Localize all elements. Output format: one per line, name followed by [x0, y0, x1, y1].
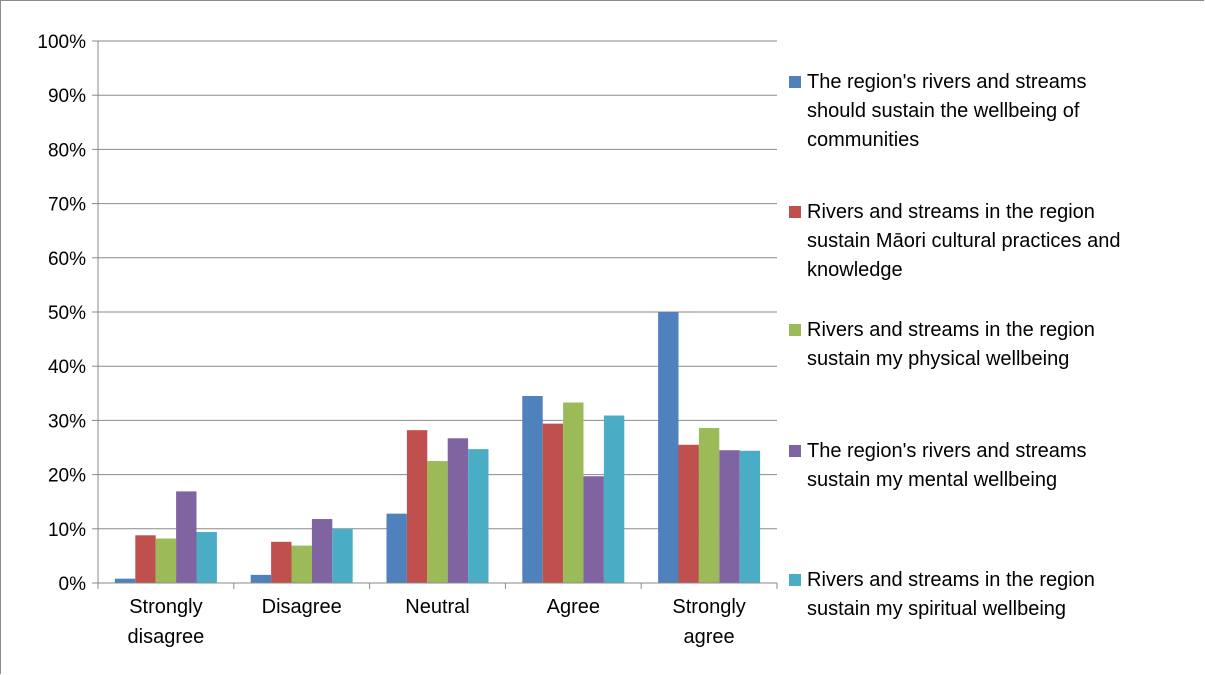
x-tick-label: Neutral — [405, 596, 469, 618]
y-tick-label: 30% — [48, 411, 86, 432]
legend-label: Rivers and streams in the region — [807, 319, 1095, 341]
bar — [678, 444, 699, 583]
bar — [311, 519, 333, 583]
bar — [658, 312, 679, 583]
legend-label: sustain my spiritual wellbeing — [807, 598, 1066, 620]
bar — [603, 415, 625, 583]
bar — [542, 423, 564, 583]
bar — [563, 402, 584, 583]
x-tick-label: agree — [684, 626, 735, 648]
legend-label: The region's rivers and streams — [807, 440, 1086, 462]
axes — [92, 40, 778, 589]
bar — [698, 427, 720, 583]
x-tick-label: Agree — [547, 596, 600, 618]
y-tick-label: 10% — [48, 520, 86, 541]
y-tick-label: 0% — [59, 574, 87, 595]
x-tick-label: disagree — [128, 626, 205, 648]
legend: The region's rivers and streams should su… — [789, 71, 1120, 620]
bar — [332, 528, 353, 583]
y-axis-ticks: 0% 10% 20% 30% 40% 50% 60% 70% 80% 90% 100% — [37, 32, 86, 595]
bar — [135, 535, 156, 583]
bar — [719, 450, 740, 583]
legend-label: should sustain the wellbeing of — [807, 100, 1080, 122]
bar — [271, 541, 292, 583]
bar — [739, 450, 761, 583]
bar — [114, 578, 136, 583]
y-tick-label: 90% — [48, 86, 86, 107]
x-axis-labels: Strongly disagree Disagree Neutral Agree Stro… — [128, 596, 746, 648]
bar — [176, 491, 197, 583]
y-tick-label: 80% — [48, 140, 86, 161]
legend-swatch — [789, 324, 801, 336]
bar — [427, 461, 448, 583]
bar — [250, 574, 272, 583]
legend-label: Rivers and streams in the region — [807, 569, 1095, 591]
y-tick-label: 70% — [48, 195, 86, 216]
bar — [155, 538, 177, 583]
bar — [406, 430, 428, 583]
y-tick-label: 100% — [37, 32, 86, 53]
bar — [196, 532, 217, 583]
y-tick-label: 20% — [48, 466, 86, 487]
legend-label: communities — [807, 129, 919, 151]
legend-label: sustain Māori cultural practices and — [807, 230, 1120, 252]
legend-label: sustain my mental wellbeing — [807, 469, 1057, 491]
legend-swatch — [789, 206, 801, 218]
x-tick-label: Strongly — [672, 596, 745, 618]
legend-label: The region's rivers and streams — [807, 71, 1086, 93]
x-tick-label: Disagree — [262, 596, 342, 618]
bar — [468, 449, 489, 583]
bar — [447, 438, 469, 583]
bars — [114, 312, 761, 583]
legend-label: sustain my physical wellbeing — [807, 348, 1069, 370]
bar — [522, 396, 543, 583]
bar — [291, 545, 312, 583]
bar — [583, 476, 604, 583]
y-tick-label: 40% — [48, 357, 86, 378]
legend-label: Rivers and streams in the region — [807, 201, 1095, 223]
legend-swatch — [789, 76, 801, 88]
x-tick-label: Strongly — [129, 596, 202, 618]
bar — [386, 513, 407, 583]
legend-label: knowledge — [807, 259, 903, 281]
y-tick-label: 60% — [48, 249, 86, 270]
gridlines — [98, 40, 777, 530]
y-tick-label: 50% — [48, 303, 86, 324]
legend-swatch — [789, 574, 801, 586]
legend-swatch — [789, 445, 801, 457]
